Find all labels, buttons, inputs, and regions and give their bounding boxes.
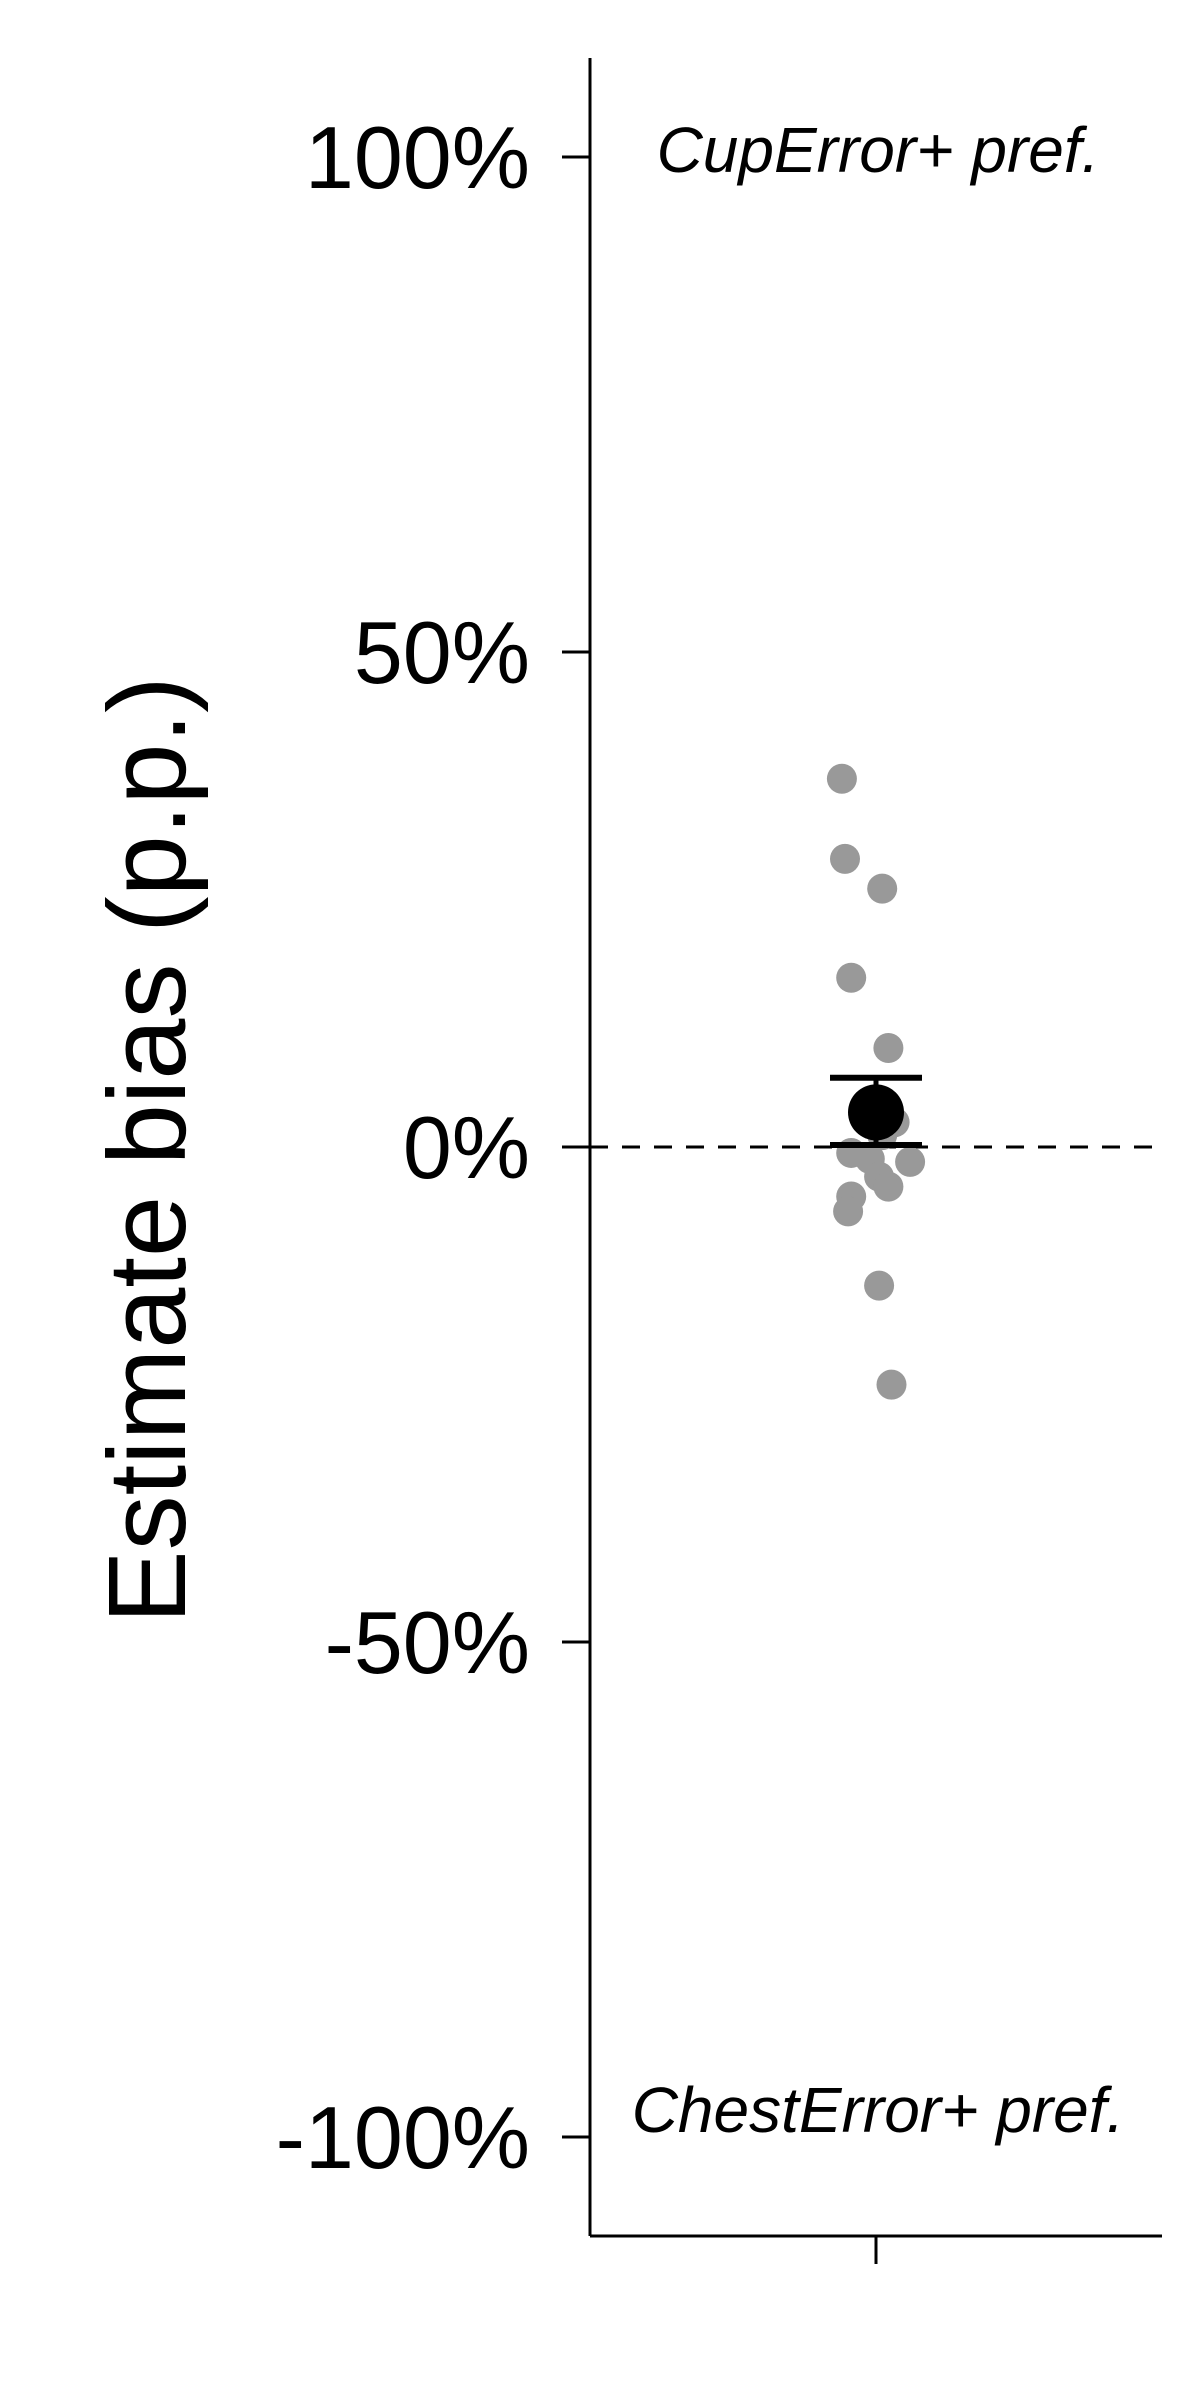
data-point [833,1196,864,1227]
data-point [895,1146,926,1177]
data-point [826,763,857,794]
y-tick-label: 50% [354,603,530,702]
data-point [876,1369,907,1400]
annotation-bottom: ChestError+ pref. [632,2074,1125,2146]
data-point [864,1270,895,1301]
mean-point [848,1084,904,1141]
y-tick-label: 0% [403,1098,530,1197]
data-point [873,1171,904,1202]
data-point [836,962,867,993]
data-point [873,1033,904,1063]
y-tick-label: -50% [325,1593,530,1692]
data-point [867,873,898,904]
summary-layer [830,1074,922,1149]
data-point [830,843,860,874]
y-axis-title: Estimate bias (p.p.) [86,676,209,1624]
y-tick-label: 100% [305,108,530,207]
annotation-top: CupError+ pref. [657,114,1100,186]
axes-layer: 100% 50% 0% -50% -100% [276,58,1162,2264]
y-tick-label: -100% [276,2088,530,2187]
